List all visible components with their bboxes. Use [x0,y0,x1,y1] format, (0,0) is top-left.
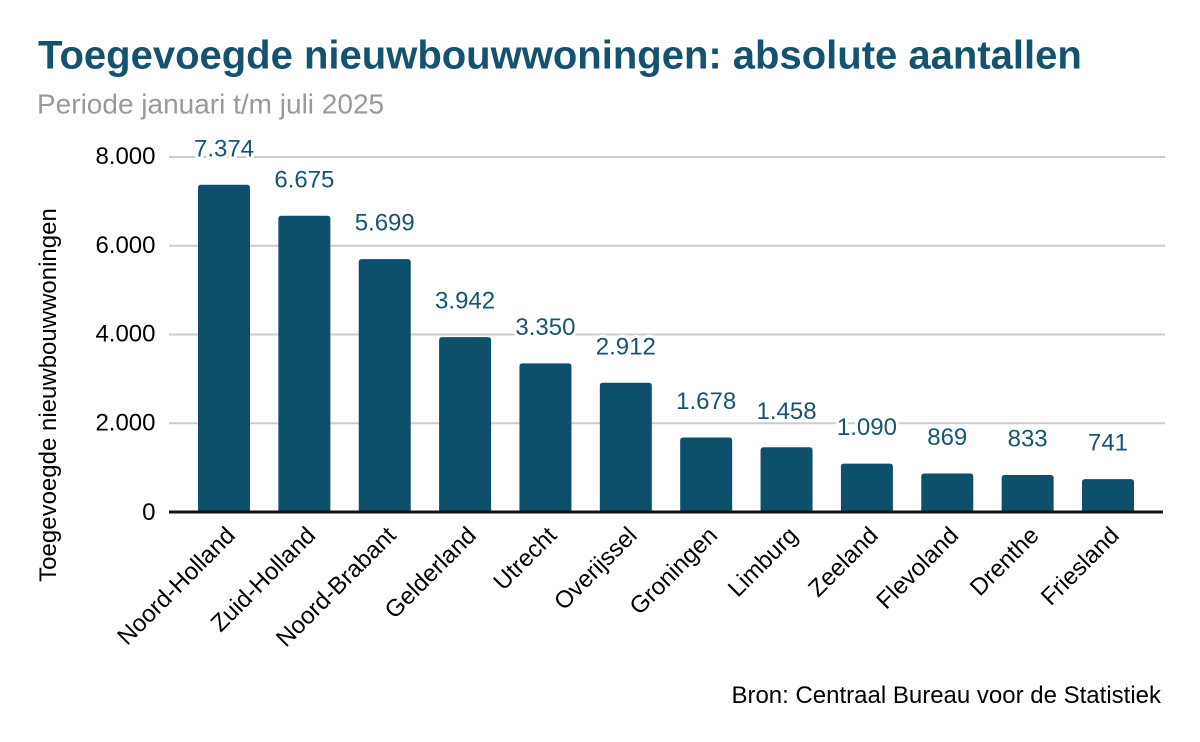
svg-text:2.912: 2.912 [596,333,656,360]
svg-text:869: 869 [927,424,967,451]
svg-text:833: 833 [1008,426,1048,453]
svg-text:Bron: Centraal Bureau voor de: Bron: Centraal Bureau voor de Statistiek [731,682,1162,709]
svg-text:0: 0 [142,499,155,526]
svg-text:5.699: 5.699 [355,210,415,237]
svg-text:2.000: 2.000 [95,410,155,437]
svg-text:7.374: 7.374 [194,135,254,162]
svg-text:6.000: 6.000 [95,232,155,259]
svg-text:741: 741 [1088,430,1128,457]
svg-text:3.942: 3.942 [435,288,495,315]
svg-text:6.675: 6.675 [274,166,334,193]
svg-text:1.458: 1.458 [757,398,817,425]
svg-text:1.678: 1.678 [676,388,736,415]
svg-text:4.000: 4.000 [95,321,155,348]
svg-text:3.350: 3.350 [515,314,575,341]
svg-text:Toegevoegde nieuwbouwwoningen:: Toegevoegde nieuwbouwwoningen: absolute … [38,34,1082,78]
svg-text:8.000: 8.000 [95,143,155,170]
svg-text:Periode januari t/m juli 2025: Periode januari t/m juli 2025 [37,89,384,120]
svg-text:Toegevoegde nieuwbouwwoningen: Toegevoegde nieuwbouwwoningen [35,208,62,582]
svg-text:1.090: 1.090 [837,414,897,441]
